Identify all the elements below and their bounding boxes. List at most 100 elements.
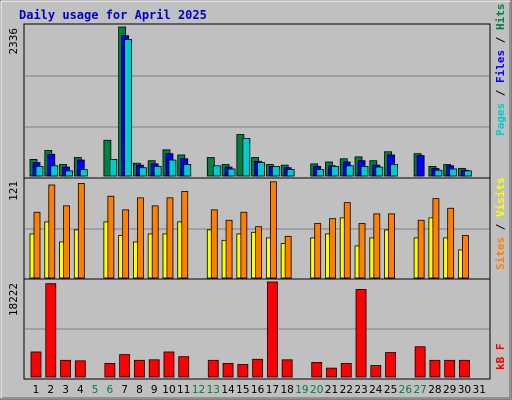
pages-bar — [168, 159, 177, 177]
pages-bar — [153, 166, 162, 177]
pages-bar — [65, 170, 73, 177]
legend-entry: / — [494, 83, 507, 103]
sites-bar — [388, 213, 395, 279]
x-tick-label: 17 — [266, 384, 279, 396]
pages-bar — [286, 169, 295, 177]
x-tick-label: 10 — [162, 384, 175, 396]
kbytes-bar — [30, 351, 42, 378]
kbytes-bar — [60, 359, 71, 378]
legend-entry: Hits — [494, 4, 507, 31]
kbytes-bar — [134, 359, 145, 378]
x-tick-label: 12 — [192, 384, 205, 396]
pages-bar — [242, 137, 251, 177]
sites-bar — [63, 205, 70, 279]
sites-bar — [137, 197, 144, 279]
legend-entry: / — [494, 30, 507, 50]
x-tick-label: 27 — [413, 384, 426, 396]
pages-bar — [212, 165, 221, 177]
pages-bar — [345, 165, 354, 177]
sites-bar — [77, 183, 85, 279]
legend-entry: Sites — [494, 237, 507, 270]
x-tick-label: 3 — [62, 384, 69, 396]
legend-label: kB F — [494, 344, 507, 371]
kbytes-bar — [74, 360, 86, 378]
files-bar — [416, 155, 425, 177]
pages-bar — [434, 169, 443, 177]
sites-bar — [269, 181, 277, 279]
x-tick-label: 13 — [207, 384, 220, 396]
kbytes-bar — [355, 289, 367, 378]
sites-bar — [255, 226, 263, 279]
legend-label: Pages / Files / Hits — [494, 4, 507, 137]
kbytes-bar — [459, 359, 470, 378]
x-tick-label: 8 — [136, 384, 143, 396]
x-tick-label: 2 — [47, 384, 54, 396]
kbytes-bar — [252, 358, 264, 378]
x-tick-label: 14 — [221, 384, 235, 396]
legend-entry: Visits — [494, 177, 507, 217]
pages-bar — [79, 169, 88, 177]
kbytes-bar — [266, 281, 278, 378]
sites-bar — [447, 207, 455, 279]
pages-bar — [360, 166, 369, 177]
pages-bar — [464, 170, 472, 177]
kbytes-bar — [178, 356, 190, 378]
x-tick-label: 15 — [236, 384, 249, 396]
kbytes-bar — [281, 359, 293, 378]
kbytes-bar — [311, 362, 323, 378]
pages-bar — [124, 39, 133, 177]
x-tick-label: 28 — [428, 384, 441, 396]
sites-bar — [343, 202, 351, 279]
pages-bar — [35, 166, 44, 177]
x-tick-label: 11 — [177, 384, 190, 396]
y-max-label: 18222 — [7, 283, 20, 316]
pages-bar — [257, 162, 266, 177]
pages-bar — [139, 167, 147, 177]
x-tick-label: 20 — [310, 384, 323, 396]
pages-bar — [227, 168, 236, 177]
kbytes-bar — [119, 354, 131, 378]
x-tick-label: 9 — [151, 384, 158, 396]
x-tick-label: 30 — [458, 384, 471, 396]
x-tick-label: 22 — [340, 384, 353, 396]
kbytes-bar — [340, 363, 352, 378]
x-tick-label: 5 — [92, 384, 99, 396]
sites-bar — [240, 211, 248, 279]
sites-bar — [358, 223, 366, 279]
pages-bar — [331, 166, 339, 177]
sites-bar — [432, 198, 440, 279]
chart-title: Daily usage for April 2025 — [19, 8, 207, 22]
kbytes-bar — [237, 364, 249, 378]
legend-entry: / — [494, 217, 507, 237]
pages-bar — [316, 169, 325, 177]
x-tick-label: 6 — [107, 384, 114, 396]
x-tick-label: 23 — [354, 384, 367, 396]
x-tick-label: 16 — [251, 384, 265, 396]
x-tick-label: 24 — [369, 384, 383, 396]
sites-bar — [462, 235, 469, 279]
pages-bar — [271, 166, 280, 177]
legend-entry: Pages — [494, 103, 507, 136]
kbytes-bar — [414, 346, 426, 378]
kbytes-bar — [429, 359, 441, 378]
y-max-label: 2336 — [7, 28, 20, 55]
x-tick-label: 4 — [77, 384, 84, 396]
sites-bar — [48, 184, 56, 279]
pages-bar — [449, 168, 458, 177]
kbytes-bar — [163, 351, 175, 378]
x-tick-label: 1 — [33, 384, 40, 396]
kbytes-bar — [104, 363, 116, 378]
sites-bar — [210, 209, 218, 279]
legend-entry: kB F — [494, 344, 507, 371]
kbytes-bar — [370, 365, 382, 378]
pages-bar — [390, 164, 398, 177]
x-tick-label: 25 — [384, 384, 397, 396]
sites-bar — [314, 223, 322, 279]
sites-bar — [33, 211, 41, 279]
sites-bar — [225, 219, 233, 279]
sites-bar — [166, 197, 174, 279]
kbytes-bar — [207, 359, 219, 378]
x-tick-label: 31 — [473, 384, 486, 396]
